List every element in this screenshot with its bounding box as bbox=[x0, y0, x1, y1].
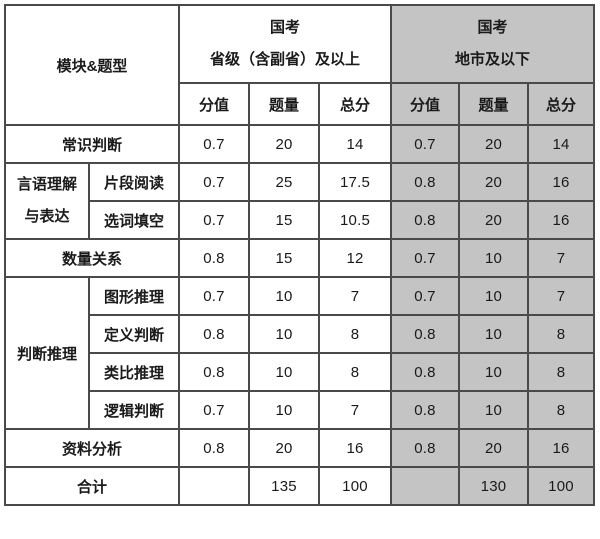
subheader-city-score: 分值 bbox=[390, 82, 460, 126]
row-label: 图形推理 bbox=[88, 276, 180, 316]
cell-provincial-total: 17.5 bbox=[318, 162, 392, 202]
cell-provincial-count: 135 bbox=[248, 466, 320, 506]
cell-city-total: 7 bbox=[527, 238, 595, 278]
cell-city-score: 0.8 bbox=[390, 428, 460, 468]
cell-city-score bbox=[390, 466, 460, 506]
subheader-city-total: 总分 bbox=[527, 82, 595, 126]
cell-city-total: 7 bbox=[527, 276, 595, 316]
cell-provincial-count: 10 bbox=[248, 314, 320, 354]
table-row: 资料分析 0.8 20 16 0.8 20 16 bbox=[4, 428, 595, 468]
cell-city-count: 10 bbox=[458, 390, 529, 430]
cell-city-score: 0.7 bbox=[390, 238, 460, 278]
cell-provincial-total: 7 bbox=[318, 276, 392, 316]
total-row: 合计 135 100 130 100 bbox=[4, 466, 595, 506]
row-label: 常识判断 bbox=[4, 124, 180, 164]
cell-city-total: 8 bbox=[527, 314, 595, 354]
row-label: 选词填空 bbox=[88, 200, 180, 240]
cell-provincial-count: 10 bbox=[248, 390, 320, 430]
subheader-provincial-count: 题量 bbox=[248, 82, 320, 126]
cell-city-total: 8 bbox=[527, 352, 595, 392]
cell-city-total: 100 bbox=[527, 466, 595, 506]
row-label: 逻辑判断 bbox=[88, 390, 180, 430]
group-header-provincial: 国考 省级（含副省）及以上 bbox=[178, 4, 392, 84]
cell-city-count: 10 bbox=[458, 314, 529, 354]
cell-provincial-score bbox=[178, 466, 250, 506]
cell-provincial-total: 14 bbox=[318, 124, 392, 164]
cell-city-count: 10 bbox=[458, 238, 529, 278]
cell-city-count: 20 bbox=[458, 124, 529, 164]
table-row: 数量关系 0.8 15 12 0.7 10 7 bbox=[4, 238, 595, 278]
table-row: 言语理解 与表达 片段阅读 0.7 25 17.5 0.8 20 16 bbox=[4, 162, 595, 240]
cell-provincial-total: 100 bbox=[318, 466, 392, 506]
cell-city-count: 20 bbox=[458, 162, 529, 202]
cell-city-count: 10 bbox=[458, 352, 529, 392]
subheader-provincial-score: 分值 bbox=[178, 82, 250, 126]
row-label: 数量关系 bbox=[4, 238, 180, 278]
cell-city-score: 0.7 bbox=[390, 276, 460, 316]
row-label: 片段阅读 bbox=[88, 162, 180, 202]
group-header-city: 国考 地市及以下 bbox=[390, 4, 595, 84]
table-row: 定义判断 0.8 10 8 0.8 10 8 bbox=[5, 314, 595, 354]
corner-header: 模块&题型 bbox=[4, 4, 180, 126]
cell-provincial-count: 25 bbox=[248, 162, 320, 202]
exam-score-table: 模块&题型 国考 省级（含副省）及以上 国考 地市及以下 分值 题量 总分 分值… bbox=[4, 4, 595, 506]
cell-city-total: 8 bbox=[527, 390, 595, 430]
row-label: 资料分析 bbox=[4, 428, 180, 468]
cell-provincial-score: 0.7 bbox=[178, 162, 250, 202]
cell-city-total: 16 bbox=[527, 428, 595, 468]
cell-city-total: 16 bbox=[527, 200, 595, 240]
table-row: 逻辑判断 0.7 10 7 0.8 10 8 bbox=[5, 390, 595, 430]
cell-provincial-count: 15 bbox=[248, 238, 320, 278]
cell-city-score: 0.8 bbox=[390, 390, 460, 430]
cell-provincial-count: 20 bbox=[248, 428, 320, 468]
cell-city-score: 0.8 bbox=[390, 162, 460, 202]
cell-provincial-score: 0.8 bbox=[178, 352, 250, 392]
cell-provincial-total: 10.5 bbox=[318, 200, 392, 240]
table-row: 类比推理 0.8 10 8 0.8 10 8 bbox=[5, 352, 595, 392]
cell-city-score: 0.8 bbox=[390, 314, 460, 354]
cell-city-total: 14 bbox=[527, 124, 595, 164]
cell-provincial-total: 8 bbox=[318, 314, 392, 354]
module-group-label: 判断推理 bbox=[4, 276, 90, 430]
cell-city-total: 16 bbox=[527, 162, 595, 202]
table-row: 选词填空 0.7 15 10.5 0.8 20 16 bbox=[5, 200, 595, 240]
cell-provincial-score: 0.7 bbox=[178, 276, 250, 316]
header-row-groups: 模块&题型 国考 省级（含副省）及以上 国考 地市及以下 bbox=[4, 4, 595, 126]
cell-provincial-total: 16 bbox=[318, 428, 392, 468]
cell-provincial-score: 0.8 bbox=[178, 428, 250, 468]
cell-provincial-score: 0.7 bbox=[178, 124, 250, 164]
cell-city-count: 20 bbox=[458, 200, 529, 240]
cell-city-score: 0.7 bbox=[390, 124, 460, 164]
cell-city-count: 10 bbox=[458, 276, 529, 316]
cell-provincial-count: 15 bbox=[248, 200, 320, 240]
cell-city-score: 0.8 bbox=[390, 200, 460, 240]
row-label: 定义判断 bbox=[88, 314, 180, 354]
subheader-provincial-total: 总分 bbox=[318, 82, 392, 126]
cell-city-count: 20 bbox=[458, 428, 529, 468]
cell-provincial-count: 20 bbox=[248, 124, 320, 164]
cell-provincial-count: 10 bbox=[248, 276, 320, 316]
module-group-label: 言语理解 与表达 bbox=[4, 162, 90, 240]
cell-city-count: 130 bbox=[458, 466, 529, 506]
row-label: 类比推理 bbox=[88, 352, 180, 392]
table-row: 判断推理 图形推理 0.7 10 7 0.7 10 7 bbox=[4, 276, 595, 430]
cell-provincial-total: 7 bbox=[318, 390, 392, 430]
cell-provincial-count: 10 bbox=[248, 352, 320, 392]
cell-provincial-total: 12 bbox=[318, 238, 392, 278]
cell-provincial-score: 0.7 bbox=[178, 390, 250, 430]
subheader-city-count: 题量 bbox=[458, 82, 529, 126]
header-row-subcolumns: 分值 题量 总分 分值 题量 总分 bbox=[5, 82, 595, 126]
cell-provincial-score: 0.8 bbox=[178, 314, 250, 354]
cell-city-score: 0.8 bbox=[390, 352, 460, 392]
cell-provincial-score: 0.7 bbox=[178, 200, 250, 240]
cell-provincial-total: 8 bbox=[318, 352, 392, 392]
table-row: 常识判断 0.7 20 14 0.7 20 14 bbox=[4, 124, 595, 164]
row-label: 合计 bbox=[4, 466, 180, 506]
cell-provincial-score: 0.8 bbox=[178, 238, 250, 278]
